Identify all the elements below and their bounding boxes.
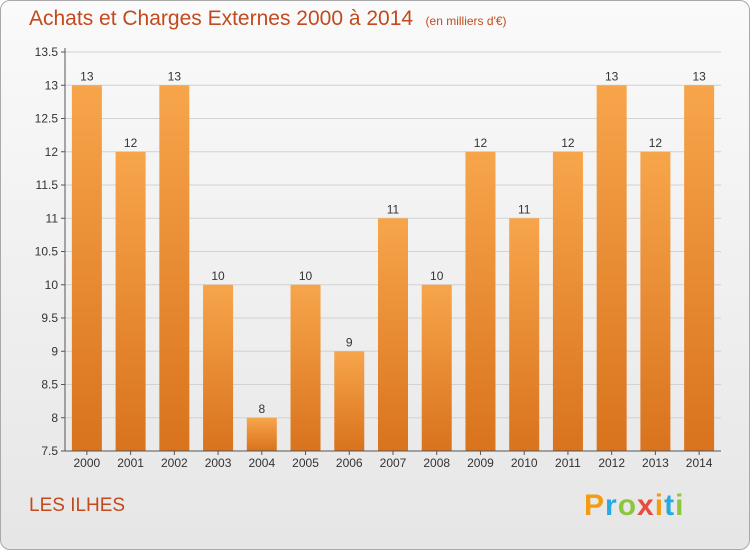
- bar-value-label-2005: 10: [299, 269, 313, 283]
- y-tick-label-4: 9.5: [41, 311, 58, 325]
- y-tick-label-11: 13: [45, 78, 59, 92]
- x-tick-label-2012: 2012: [598, 456, 625, 470]
- y-tick-label-3: 9: [51, 344, 58, 358]
- bar-2006: [334, 351, 365, 451]
- x-tick-label-2004: 2004: [248, 456, 275, 470]
- bar-2000: [71, 85, 102, 451]
- bar-value-label-2010: 11: [518, 202, 531, 216]
- axis-layer: 7.5 8 8.5 9 9.5 10 10.5 11 11.5 12 12.5 13 13.5 2000 2…: [35, 45, 721, 470]
- bar-value-label-2013: 12: [649, 136, 663, 150]
- bar-2004: [246, 417, 277, 451]
- x-tick-label-2011: 2011: [555, 456, 581, 470]
- x-tick-label-2003: 2003: [205, 456, 232, 470]
- bar-layer: 13 12 13 10 8 10 9 11 10 12 11 12 13 12 13: [71, 69, 715, 451]
- bar-value-label-2011: 12: [561, 136, 575, 150]
- x-tick-label-2008: 2008: [423, 456, 450, 470]
- y-tick-label-5: 10: [45, 278, 59, 292]
- brand-letter: o: [617, 489, 638, 522]
- y-tick-label-7: 11: [46, 211, 59, 225]
- bar-2009: [465, 151, 496, 451]
- x-tick-label-2009: 2009: [467, 456, 494, 470]
- y-tick-label-8: 11.5: [36, 178, 59, 192]
- brand-letter: t: [664, 489, 676, 522]
- brand-letter: x: [637, 489, 655, 522]
- y-tick-label-10: 12.5: [35, 112, 59, 126]
- brand-letter: i: [675, 489, 685, 522]
- bar-2003: [203, 284, 234, 451]
- x-tick-label-2007: 2007: [380, 456, 407, 470]
- bar-value-label-2001: 12: [124, 136, 138, 150]
- bar-2010: [509, 218, 540, 451]
- bar-value-label-2000: 13: [80, 69, 94, 83]
- bar-value-label-2002: 13: [168, 69, 182, 83]
- y-tick-label-6: 10.5: [35, 245, 59, 259]
- x-tick-label-2000: 2000: [74, 456, 101, 470]
- bar-value-label-2004: 8: [258, 402, 265, 416]
- y-tick-label-0: 7.5: [41, 444, 58, 458]
- bar-2007: [378, 218, 408, 451]
- bar-value-label-2012: 13: [605, 69, 619, 83]
- x-tick-label-2013: 2013: [642, 456, 669, 470]
- chart-title: Achats et Charges Externes 2000 à 2014: [29, 7, 414, 30]
- x-tick-label-2006: 2006: [336, 456, 363, 470]
- brand-letter: r: [605, 489, 618, 522]
- bar-2008: [421, 284, 452, 451]
- x-tick-label-2002: 2002: [161, 456, 188, 470]
- bar-2002: [159, 85, 190, 451]
- bar-2011: [552, 151, 583, 451]
- bar-value-label-2006: 9: [346, 335, 353, 349]
- brand-letter: P: [584, 489, 606, 522]
- y-tick-label-1: 8: [51, 411, 58, 425]
- bar-2012: [596, 85, 627, 451]
- x-tick-label-2005: 2005: [292, 456, 319, 470]
- x-tick-label-2010: 2010: [511, 456, 538, 470]
- chart-title-block: Achats et Charges Externes 2000 à 2014 (…: [29, 7, 507, 31]
- bar-value-label-2014: 13: [692, 69, 706, 83]
- y-tick-label-2: 8.5: [41, 378, 58, 392]
- bar-value-label-2008: 10: [430, 269, 444, 283]
- y-tick-label-12: 13.5: [35, 45, 59, 59]
- y-tick-label-9: 12: [45, 145, 59, 159]
- bar-2013: [640, 151, 671, 451]
- bar-value-label-2009: 12: [474, 136, 488, 150]
- bar-2001: [115, 151, 146, 451]
- bar-value-label-2007: 11: [387, 202, 400, 216]
- bar-2005: [290, 284, 321, 451]
- chart-subtitle: (en milliers d'€): [425, 14, 507, 28]
- bar-2014: [684, 85, 715, 451]
- proxiti-logo[interactable]: Proxiti: [584, 489, 684, 523]
- bar-value-label-2003: 10: [211, 269, 225, 283]
- x-tick-label-2001: 2001: [117, 456, 144, 470]
- brand-letter: i: [654, 489, 665, 522]
- x-tick-label-2014: 2014: [686, 456, 713, 470]
- location-label: LES ILHES: [29, 495, 126, 516]
